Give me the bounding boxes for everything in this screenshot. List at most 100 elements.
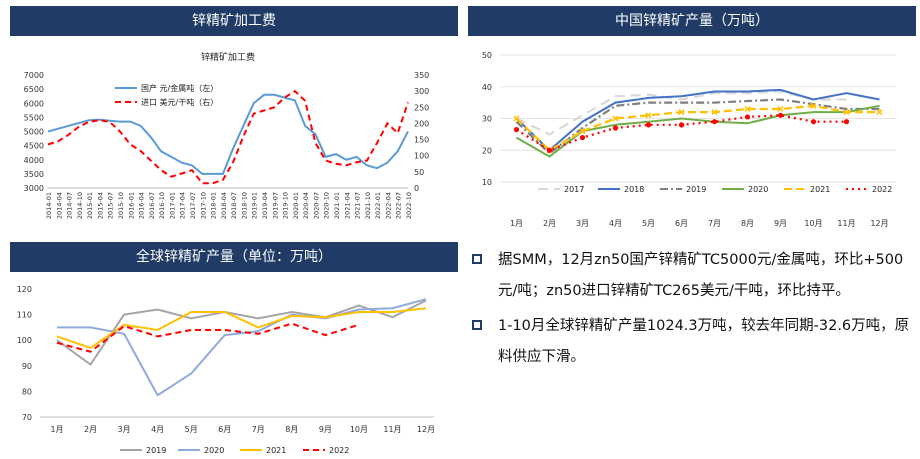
- x-tick-label: 2019-04: [261, 192, 269, 219]
- x-tick-label: 2022-04: [384, 192, 392, 219]
- x-tick-label: 6月: [218, 425, 231, 434]
- data-marker: [843, 109, 850, 116]
- y-left-tick-label: 4500: [24, 142, 44, 151]
- series-line: [516, 90, 847, 136]
- x-tick-label: 8月: [741, 219, 754, 228]
- y-tick-label: 100: [17, 336, 32, 345]
- series-line: [56, 299, 427, 366]
- y-right-tick-label: 0: [414, 184, 419, 193]
- data-marker: [546, 147, 553, 153]
- x-tick-label: 2020-07: [312, 192, 320, 219]
- x-tick-label: 8月: [285, 425, 298, 434]
- series-line: [47, 93, 409, 175]
- y-tick-label: 20: [482, 146, 492, 155]
- legend-label: 2019: [686, 185, 706, 194]
- x-tick-label: 4月: [151, 425, 164, 434]
- y-right-tick-label: 250: [414, 103, 429, 112]
- x-tick-label: 2018-10: [240, 192, 248, 219]
- y-left-tick-label: 3500: [24, 170, 44, 179]
- data-marker: [711, 109, 718, 116]
- legend-label: 2022: [872, 185, 892, 194]
- chart-global-output: 120 110 100 90 80 70 1月 2月 3月 4月 5月 6月 7月 8月 9月 10月 11月 1…: [17, 285, 435, 455]
- x-tick-label: 2017-07: [189, 192, 197, 219]
- legend-label: 2020: [204, 446, 224, 455]
- x-tick-label: 1月: [510, 219, 523, 228]
- data-marker: [810, 102, 817, 109]
- x-tick-label: 2月: [84, 425, 97, 434]
- data-marker: [777, 105, 784, 113]
- x-tick-label: 2016-10: [158, 192, 166, 219]
- y-right-tick-label: 350: [414, 71, 429, 80]
- x-tick-label: 2月: [543, 219, 556, 228]
- x-tick-label: 12月: [870, 219, 888, 228]
- legend-label: 2020: [748, 185, 768, 194]
- y-left-tick-label: 6500: [24, 85, 44, 94]
- x-tick-label: 2014-01: [45, 192, 53, 219]
- x-tick-label: 2015-04: [96, 192, 104, 219]
- data-marker: [513, 115, 520, 122]
- series-line: [515, 98, 880, 155]
- panel-title-china-output: 中国锌精矿产量（万吨）: [468, 6, 916, 36]
- series-line: [515, 104, 880, 152]
- x-tick-label: 2017-01: [168, 192, 176, 219]
- x-tick-label: 6月: [675, 219, 688, 228]
- bullet-square-icon: [472, 254, 482, 264]
- y-left-tick-label: 6000: [24, 99, 44, 108]
- x-tick-label: 2022-07: [395, 192, 403, 219]
- bullet-output-note: 1-10月全球锌精矿产量1024.3万吨，较去年同期-32.6万吨，原料供应下滑…: [470, 311, 916, 373]
- x-tick-label: 7月: [708, 219, 721, 228]
- x-tick-label: 3月: [118, 425, 131, 434]
- series-line: [47, 89, 409, 185]
- x-tick-label: 2019-07: [271, 192, 279, 219]
- data-marker: [612, 125, 619, 131]
- x-tick-label: 2015-10: [117, 192, 125, 219]
- x-tick-label: 1月: [50, 425, 63, 434]
- bullet-text: 据SMM，12月zn50国产锌精矿TC5000元/金属吨，环比+500元/吨；z…: [498, 252, 904, 299]
- data-marker: [678, 122, 685, 128]
- x-tick-label: 2016-04: [138, 192, 146, 219]
- x-tick-label: 5月: [642, 219, 655, 228]
- y-tick-label: 80: [22, 387, 32, 396]
- x-tick-label: 3月: [576, 219, 589, 228]
- x-tick-label: 2020-01: [292, 192, 300, 219]
- x-tick-label: 11月: [383, 425, 401, 434]
- data-marker: [876, 109, 883, 116]
- series-line: [56, 322, 360, 353]
- x-tick-label: 11月: [837, 219, 855, 228]
- data-marker: [744, 114, 751, 120]
- y-right-tick-label: 200: [414, 119, 429, 128]
- bullet-text: 1-10月全球锌精矿产量1024.3万吨，较去年同期-32.6万吨，原料供应下滑…: [498, 318, 910, 365]
- y-tick-label: 70: [22, 413, 32, 422]
- x-tick-label: 2014-04: [55, 192, 63, 219]
- x-tick-label: 2019-01: [251, 192, 259, 219]
- data-marker: [744, 105, 751, 113]
- panel-title-tc: 锌精矿加工费: [10, 6, 458, 36]
- y-right-tick-label: 150: [414, 136, 429, 145]
- legend-label: 2018: [624, 185, 644, 194]
- x-tick-label: 9月: [319, 425, 332, 434]
- x-tick-label: 2021-10: [364, 192, 372, 219]
- bullet-tc-note: 据SMM，12月zn50国产锌精矿TC5000元/金属吨，环比+500元/吨；z…: [470, 245, 916, 307]
- data-marker: [711, 119, 718, 125]
- x-tick-label: 2020-10: [323, 192, 331, 219]
- data-marker: [579, 128, 586, 135]
- data-marker: [843, 119, 850, 125]
- y-left-tick-label: 5500: [24, 113, 44, 122]
- x-tick-label: 2020-04: [302, 192, 310, 219]
- legend-label: 2019: [146, 446, 166, 455]
- y-right-tick-label: 100: [414, 152, 429, 161]
- y-left-tick-label: 3000: [24, 184, 44, 193]
- data-marker: [513, 127, 520, 133]
- data-marker: [645, 122, 652, 128]
- x-tick-label: 2014-07: [66, 192, 74, 219]
- y-tick-label: 90: [22, 362, 32, 371]
- x-tick-label: 2018-01: [210, 192, 218, 219]
- series-line: [56, 307, 427, 350]
- x-tick-label: 2017-04: [179, 192, 187, 219]
- x-tick-label: 2015-01: [86, 192, 94, 219]
- legend-label: 2021: [810, 185, 830, 194]
- x-tick-label: 12月: [417, 425, 435, 434]
- x-tick-label: 2016-07: [148, 192, 156, 219]
- x-tick-label: 9月: [774, 219, 787, 228]
- x-tick-label: 2014-10: [76, 192, 84, 219]
